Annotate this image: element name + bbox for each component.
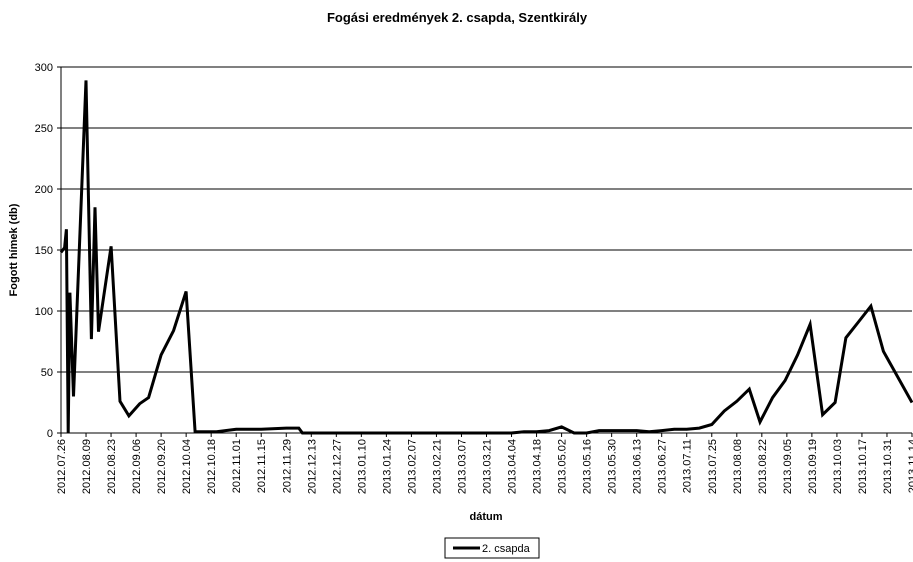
- x-tick-label: 2013.05.30: [607, 439, 619, 494]
- x-tick-label: 2013.10.03: [832, 439, 844, 494]
- x-tick-label: 2012.08.23: [106, 439, 118, 494]
- x-tick-label: 2013.02.21: [431, 439, 443, 494]
- y-tick-label: 50: [41, 367, 53, 379]
- x-tick-label: 2012.11.29: [281, 439, 293, 493]
- y-tick-label: 100: [35, 306, 53, 318]
- x-tick-label: 2013.04.18: [532, 439, 544, 494]
- x-tick-label: 2012.09.06: [131, 439, 143, 494]
- x-tick-label: 2013.02.07: [406, 439, 418, 494]
- x-axis-ticks: 2012.07.26 2012.08.09 2012.08.23 2012.09.06…: [56, 433, 913, 494]
- x-tick-label: 2013.06.13: [632, 439, 644, 494]
- x-tick-label: 2013.03.07: [456, 439, 468, 494]
- x-tick-label: 2012.10.18: [206, 439, 218, 494]
- series-line-0: [59, 80, 913, 435]
- y-tick-label: 200: [35, 184, 53, 196]
- x-tick-label: 2013.08.08: [732, 439, 744, 494]
- x-axis-title: dátum: [470, 511, 503, 523]
- x-tick-label: 2013.03.21: [482, 439, 494, 494]
- x-tick-label: 2012.11.01: [231, 439, 243, 493]
- x-tick-label: 2012.11.15: [256, 439, 268, 493]
- x-tick-label: 2012.08.09: [81, 439, 93, 494]
- x-tick-label: 2012.09.20: [156, 439, 168, 494]
- series-layer: [59, 80, 913, 435]
- x-tick-label: 2013.07.25: [707, 439, 719, 494]
- y-axis-ticks: 0 50 100 150 200 250 300: [35, 62, 61, 440]
- x-tick-label: 2012.12.13: [306, 439, 318, 494]
- x-tick-label: 2013.11.14: [907, 439, 913, 493]
- legend-box: [444, 537, 540, 559]
- x-tick-label: 2013.05.02: [557, 439, 569, 494]
- x-tick-label: 2013.07.11: [682, 439, 694, 493]
- legend: 2. csapda: [444, 537, 540, 559]
- x-tick-label: 2013.10.17: [857, 439, 869, 494]
- chart-title: Fogási eredmények 2. csapda, Szentkirály: [327, 10, 588, 25]
- x-tick-label: 2012.12.27: [331, 439, 343, 494]
- x-tick-label: 2013.04.04: [507, 439, 519, 494]
- x-tick-label: 2013.05.16: [582, 439, 594, 494]
- x-tick-label: 2012.10.04: [181, 439, 193, 494]
- x-tick-label: 2013.01.10: [356, 439, 368, 494]
- x-tick-label: 2012.07.26: [56, 439, 68, 494]
- y-tick-label: 150: [35, 245, 53, 257]
- y-tick-label: 0: [47, 428, 53, 440]
- x-tick-label: 2013.06.27: [657, 439, 669, 494]
- x-tick-label: 2013.09.05: [782, 439, 794, 494]
- x-tick-label: 2013.01.24: [381, 439, 393, 494]
- y-axis-title: Fogott hímek (db): [8, 203, 20, 296]
- y-tick-label: 250: [35, 123, 53, 135]
- y-tick-label: 300: [35, 62, 53, 74]
- x-tick-label: 2013.08.22: [757, 439, 769, 494]
- x-tick-label: 2013.09.19: [807, 439, 819, 494]
- x-tick-label: 2013.10.31: [882, 439, 894, 494]
- legend-label: 2. csapda: [482, 543, 531, 555]
- gridlines: [61, 66, 912, 373]
